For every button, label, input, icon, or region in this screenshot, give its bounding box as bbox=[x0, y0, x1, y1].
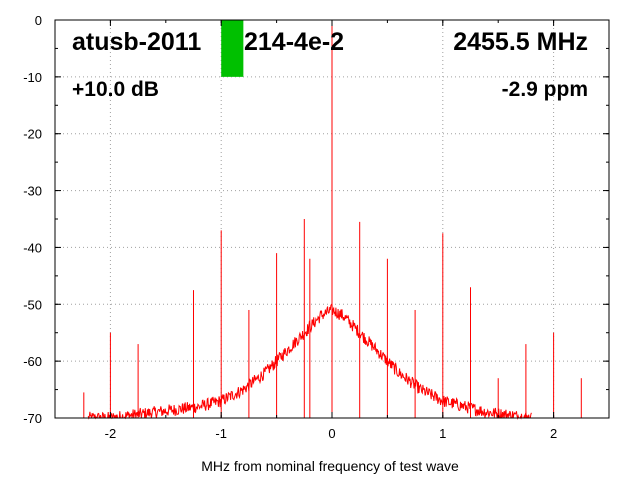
gain-label: +10.0 dB bbox=[72, 78, 159, 101]
x-tick-label: -2 bbox=[105, 426, 117, 441]
y-tick-label: 0 bbox=[35, 13, 42, 28]
y-tick-label: -50 bbox=[23, 297, 42, 312]
x-tick-label: -1 bbox=[215, 426, 227, 441]
x-tick-label: 2 bbox=[550, 426, 557, 441]
tick-labels: -2 -1 0 1 20-10-20-30-40-50-60-70 bbox=[23, 13, 557, 441]
y-tick-label: -70 bbox=[23, 411, 42, 426]
x-tick-label: 1 bbox=[439, 426, 446, 441]
device-name-suffix-label: 214-4e-2 bbox=[244, 28, 344, 56]
frequency-label: 2455.5 MHz bbox=[453, 28, 588, 56]
y-tick-label: -30 bbox=[23, 184, 42, 199]
y-tick-label: -10 bbox=[23, 70, 42, 85]
x-tick-label: 0 bbox=[328, 426, 335, 441]
axis-ticks bbox=[54, 19, 610, 419]
green-marker bbox=[221, 20, 244, 77]
device-name-label: atusb-2011 bbox=[72, 28, 201, 56]
y-tick-label: -20 bbox=[23, 127, 42, 142]
spur-lines bbox=[83, 20, 610, 418]
x-axis-label: MHz from nominal frequency of test wave bbox=[201, 458, 459, 474]
ppm-offset-label: -2.9 ppm bbox=[502, 78, 588, 101]
y-tick-label: -60 bbox=[23, 354, 42, 369]
y-tick-label: -40 bbox=[23, 240, 42, 255]
